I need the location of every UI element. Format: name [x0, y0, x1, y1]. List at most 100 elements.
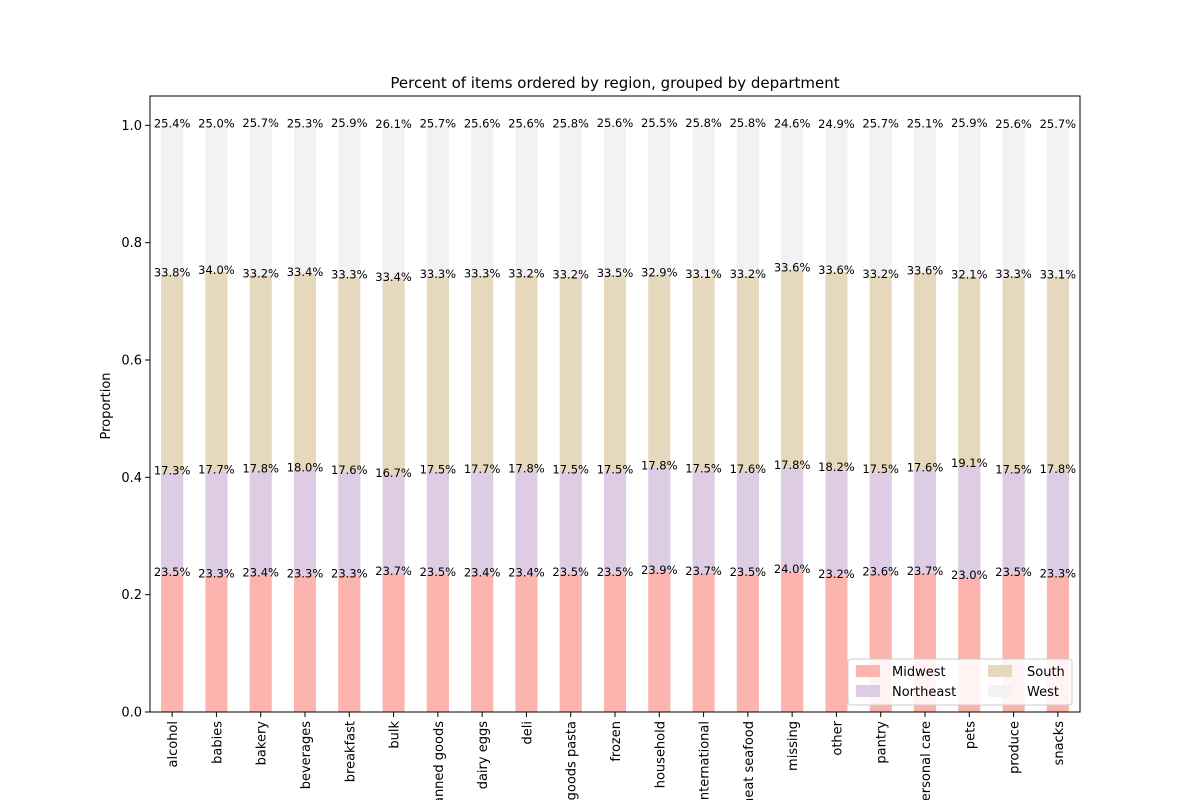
bar-northeast-beverages	[293, 469, 317, 576]
bar-northeast-babies	[205, 471, 228, 576]
bar-west-pantry	[869, 125, 892, 277]
data-label-west-snacks: 25.7%	[1040, 117, 1077, 131]
bar-west-dairy-eggs	[471, 125, 494, 276]
bar-south-alcohol	[161, 274, 184, 473]
legend-box	[847, 658, 1073, 706]
bar-northeast-deli	[515, 470, 538, 575]
data-label-northeast-international: 17.5%	[685, 461, 722, 475]
data-label-west-deli: 25.6%	[508, 116, 545, 130]
bar-west-babies	[205, 125, 228, 272]
data-label-west-other: 24.9%	[818, 117, 855, 131]
bar-west-other	[825, 125, 848, 272]
data-label-midwest-pets: 23.0%	[951, 568, 988, 582]
bar-northeast-produce	[1002, 471, 1025, 575]
data-label-west-meat-seafood: 25.8%	[730, 116, 767, 130]
data-label-northeast-babies: 17.7%	[198, 462, 235, 476]
data-label-south-canned-goods: 33.3%	[420, 267, 457, 281]
data-label-south-frozen: 33.5%	[597, 266, 634, 280]
data-label-midwest-alcohol: 23.5%	[154, 565, 191, 579]
data-label-midwest-deli: 23.4%	[508, 566, 545, 580]
data-label-northeast-bulk: 16.7%	[375, 466, 412, 480]
bar-midwest-dry-goods-pasta	[559, 574, 582, 712]
bar-midwest-deli	[515, 574, 538, 712]
data-label-midwest-dairy-eggs: 23.4%	[464, 566, 501, 580]
data-label-northeast-personal-care: 17.6%	[907, 461, 944, 475]
x-tick-label-household: household	[653, 721, 668, 788]
x-tick-label-produce: produce	[1008, 721, 1023, 774]
data-label-midwest-produce: 23.5%	[995, 565, 1032, 579]
legend-label-midwest: Midwest	[892, 665, 946, 680]
bar-west-bulk	[382, 125, 405, 280]
data-label-west-alcohol: 25.4%	[154, 116, 191, 130]
data-label-northeast-dry-goods-pasta: 17.5%	[552, 462, 589, 476]
x-tick-label-meat-seafood: meat seafood	[742, 721, 757, 800]
data-label-northeast-snacks: 17.8%	[1040, 462, 1077, 476]
data-label-south-beverages: 33.4%	[287, 265, 324, 279]
data-label-midwest-personal-care: 23.7%	[907, 564, 944, 578]
bar-south-produce	[1002, 276, 1025, 472]
data-label-northeast-pantry: 17.5%	[862, 462, 899, 476]
legend-swatch-south	[988, 665, 1012, 677]
bar-northeast-bakery	[249, 470, 272, 575]
x-tick-label-pets: pets	[963, 721, 978, 749]
bar-west-missing	[781, 125, 804, 270]
data-label-south-alcohol: 33.8%	[154, 265, 191, 279]
data-label-midwest-missing: 24.0%	[774, 562, 811, 576]
data-label-south-bakery: 33.2%	[242, 267, 279, 281]
bar-midwest-frozen	[603, 574, 627, 712]
legend-label-south: South	[1027, 665, 1065, 680]
legend: Midwest Northeast South West	[847, 658, 1073, 706]
data-label-west-breakfast: 25.9%	[331, 116, 368, 130]
x-tick-label-snacks: snacks	[1052, 721, 1067, 766]
data-label-midwest-babies: 23.3%	[198, 566, 235, 580]
bar-northeast-pets	[958, 465, 981, 578]
bar-south-bulk	[382, 279, 405, 475]
bar-west-pets	[958, 124, 981, 277]
data-label-west-pantry: 25.7%	[862, 116, 899, 130]
bar-northeast-bulk	[382, 474, 405, 573]
bar-northeast-other	[825, 469, 848, 576]
bar-south-bakery	[249, 275, 272, 471]
legend-item-south: South	[988, 665, 1065, 680]
legend-swatch-west	[988, 685, 1012, 697]
bar-south-meat-seafood	[736, 276, 759, 471]
x-tick-label-frozen: frozen	[609, 721, 624, 762]
legend-label-west: West	[1027, 685, 1059, 700]
bar-south-pantry	[869, 276, 892, 471]
bar-west-dry-goods-pasta	[559, 125, 582, 277]
legend-item-midwest: Midwest	[856, 665, 946, 680]
bar-south-personal-care	[913, 272, 937, 470]
data-label-northeast-frozen: 17.5%	[597, 462, 634, 476]
data-label-midwest-bakery: 23.4%	[242, 566, 279, 580]
data-label-south-household: 32.9%	[641, 265, 678, 279]
data-label-midwest-frozen: 23.5%	[597, 565, 634, 579]
data-label-west-bulk: 26.1%	[375, 117, 412, 131]
data-label-west-babies: 25.0%	[198, 116, 235, 130]
legend-swatch-northeast	[856, 685, 880, 697]
bar-west-meat-seafood	[736, 124, 759, 277]
data-label-west-frozen: 25.6%	[597, 116, 634, 130]
legend-item-west: West	[988, 685, 1059, 700]
y-axis-label: Proportion	[99, 372, 114, 439]
data-label-northeast-deli: 17.8%	[508, 461, 545, 475]
x-tick-label-breakfast: breakfast	[343, 721, 358, 782]
data-label-midwest-other: 23.2%	[818, 567, 855, 581]
y-tick-label: 0.8	[121, 236, 142, 251]
data-label-south-pantry: 33.2%	[862, 267, 899, 281]
bar-midwest-breakfast	[338, 575, 361, 712]
data-label-midwest-international: 23.7%	[685, 564, 722, 578]
data-label-west-canned-goods: 25.7%	[420, 116, 457, 130]
bar-south-missing	[781, 269, 804, 467]
data-label-south-meat-seafood: 33.2%	[730, 267, 767, 281]
data-labels-layer: 23.5% 17.3% 33.8% 25.4% 23.3% 17.7% 34.0% 25.0%…	[154, 116, 1076, 582]
data-label-south-dairy-eggs: 33.3%	[464, 267, 501, 281]
data-label-midwest-bulk: 23.7%	[375, 564, 412, 578]
bar-northeast-international	[692, 470, 715, 573]
data-label-west-missing: 24.6%	[774, 116, 811, 130]
data-label-west-household: 25.5%	[641, 116, 678, 130]
bar-midwest-meat-seafood	[736, 574, 759, 712]
x-tick-label-deli: deli	[520, 721, 535, 744]
bar-south-other	[825, 272, 848, 470]
data-label-midwest-breakfast: 23.3%	[331, 566, 368, 580]
